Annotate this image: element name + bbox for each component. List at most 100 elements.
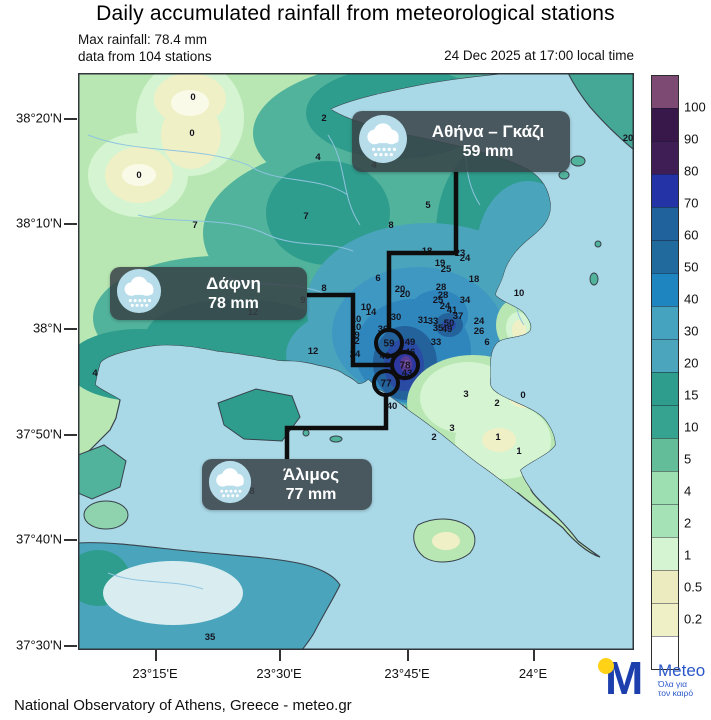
lat-tick-mark xyxy=(64,223,77,225)
station-value: 28 xyxy=(436,282,447,293)
station-value: 14 xyxy=(366,307,377,318)
station-value: 34 xyxy=(460,295,471,306)
callout-connectors xyxy=(284,172,459,459)
lat-tick-label: 37°50'N xyxy=(16,426,62,442)
station-values-layer: 0024077204581823241925618202028282534244… xyxy=(92,92,633,643)
station-value: 33 xyxy=(428,316,439,327)
meteo-logo-tagline-2: τον καιρό xyxy=(658,688,694,698)
lon-tick-label: 24°E xyxy=(518,666,548,681)
station-value: 26 xyxy=(474,326,485,337)
lon-tick-label: 23°15'E xyxy=(132,666,178,681)
meteo-logo-dot-icon xyxy=(598,658,614,674)
station-value: 10 xyxy=(514,288,525,299)
lat-tick-label: 37°30'N xyxy=(16,637,62,653)
station-value: 10 xyxy=(351,314,362,325)
station-value: 40 xyxy=(387,401,398,412)
callout-station-name: Αθήνα – Γκάζι xyxy=(431,122,545,141)
lon-tick-mark xyxy=(279,650,281,661)
station-value: 2 xyxy=(321,113,326,124)
station-value: 0 xyxy=(189,128,194,139)
station-value: 41 xyxy=(447,305,458,316)
colorbar-segment xyxy=(652,636,678,669)
station-value: 8 xyxy=(388,220,393,231)
lat-tick-mark xyxy=(64,328,77,330)
meteo-logo-mark: M xyxy=(598,653,651,705)
colorbar-tick-label: 0.5 xyxy=(684,579,703,595)
lat-tick-mark xyxy=(64,434,77,436)
colorbar-segment xyxy=(652,405,678,438)
station-circle xyxy=(390,350,420,380)
station-value: 4 xyxy=(92,368,98,379)
colorbar-segment xyxy=(652,174,678,207)
colorbar-tick-label: 100 xyxy=(684,99,706,115)
callout-athens-gazi: Αθήνα – Γκάζι 59 mm xyxy=(352,111,570,172)
colorbar-segment xyxy=(652,207,678,240)
station-value: 24 xyxy=(440,301,451,312)
colorbar-tick-label: 20 xyxy=(684,355,699,371)
lat-tick-mark xyxy=(64,645,77,647)
callout-station-name: Δάφνη xyxy=(206,274,261,293)
lon-tick-label: 23°30'E xyxy=(256,666,302,681)
highlighted-station-value: 59 xyxy=(383,339,395,350)
station-value: 0 xyxy=(136,170,141,181)
station-value: 24 xyxy=(474,316,485,327)
station-value: 49 xyxy=(442,324,453,335)
station-value: 37 xyxy=(453,311,464,322)
lon-tick-mark xyxy=(407,650,409,661)
stations-count-text: data from 104 stations xyxy=(78,49,212,64)
highlighted-station-value: 78 xyxy=(399,361,411,372)
station-value: 23 xyxy=(455,248,466,259)
rainfall-colorbar xyxy=(651,75,679,670)
map-border xyxy=(78,73,634,650)
station-circle xyxy=(372,369,400,397)
colorbar-segment xyxy=(652,76,678,108)
station-value: 3 xyxy=(463,389,468,400)
colorbar-tick-label: 90 xyxy=(684,131,699,147)
highlighted-station-circles: 59 78 77 xyxy=(372,328,420,397)
colorbar-segment xyxy=(652,273,678,306)
colorbar-segment xyxy=(652,240,678,273)
colorbar-tick-label: 4 xyxy=(684,483,692,499)
highlighted-station-value: 77 xyxy=(380,379,392,390)
lat-tick-label: 38°N xyxy=(32,320,62,336)
station-value: 7 xyxy=(192,220,197,231)
colorbar-segment xyxy=(652,141,678,174)
station-value: 1 xyxy=(495,432,501,443)
station-value: 2 xyxy=(431,432,436,443)
page-title: Daily accumulated rainfall from meteorol… xyxy=(96,2,615,25)
station-value: 6 xyxy=(375,273,380,284)
colorbar-segment xyxy=(652,372,678,405)
lat-tick-mark xyxy=(64,539,77,541)
station-value: 9 xyxy=(354,330,359,341)
station-circle xyxy=(374,328,404,358)
rain-cloud-icon xyxy=(116,268,162,319)
station-value: 0 xyxy=(190,92,195,103)
rain-cloud-icon xyxy=(208,460,252,509)
station-value: 10 xyxy=(361,302,372,313)
colorbar-segment xyxy=(652,438,678,471)
lat-tick-label: 38°20'N xyxy=(16,110,62,126)
station-value: 8 xyxy=(321,283,326,294)
connector-dafni xyxy=(307,292,392,368)
lat-tick-label: 38°10'N xyxy=(16,215,62,231)
callout-station-value: 77 mm xyxy=(285,486,337,503)
colorbar-segment xyxy=(652,570,678,603)
station-value: 24 xyxy=(460,253,471,264)
callout-station-name: Άλιμος xyxy=(282,465,340,484)
connector-athens xyxy=(386,172,459,330)
station-value: 25 xyxy=(433,295,444,306)
station-value: 30 xyxy=(391,312,402,323)
colorbar-tick-label: 15 xyxy=(684,387,699,403)
credit-text: National Observatory of Athens, Greece -… xyxy=(14,697,352,714)
evia-island xyxy=(567,73,634,151)
station-value: 12 xyxy=(308,346,319,357)
meteo-logo-tagline-1: Όλα για xyxy=(658,678,688,689)
station-value: 20 xyxy=(623,133,634,144)
station-value: 1 xyxy=(516,446,522,457)
colorbar-tick-label: 50 xyxy=(684,259,699,275)
max-rainfall-text: Max rainfall: 78.4 mm xyxy=(78,32,208,47)
colorbar-tick-label: 60 xyxy=(684,227,699,243)
station-value: 7 xyxy=(303,211,308,222)
callout-station-value: 78 mm xyxy=(208,295,259,312)
station-value: 2 xyxy=(354,336,359,347)
